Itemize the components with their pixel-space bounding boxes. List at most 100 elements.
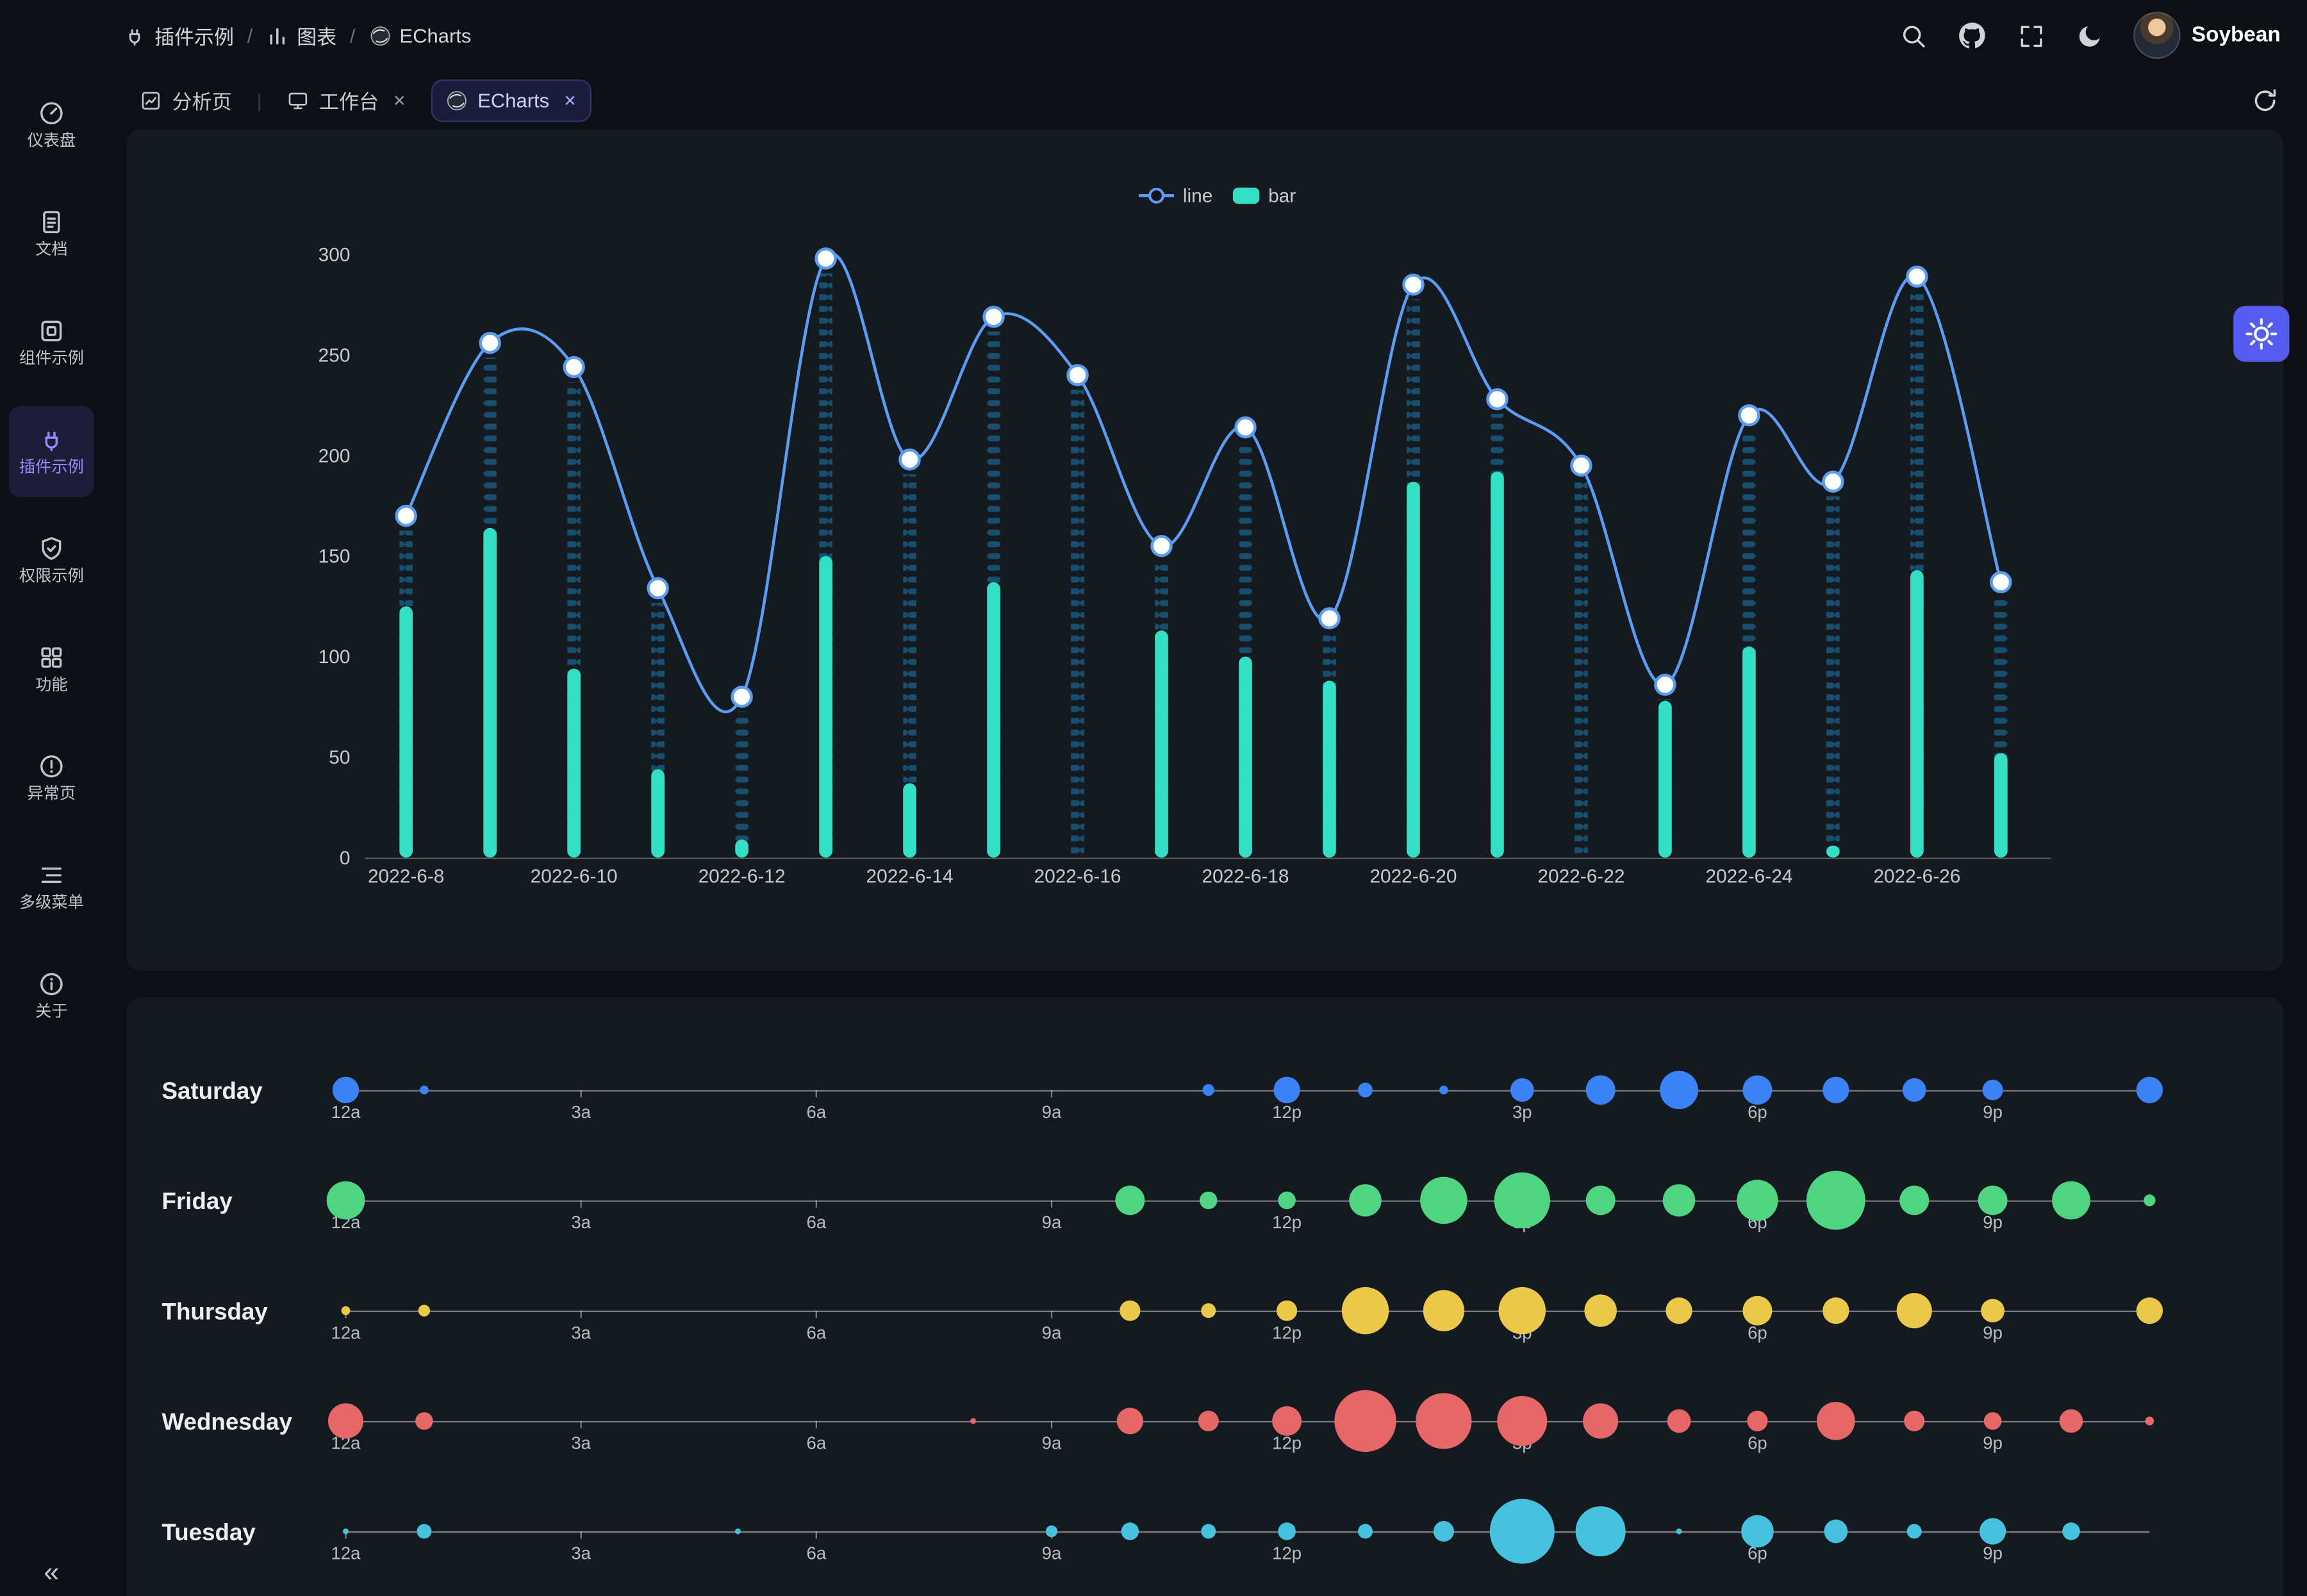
svg-text:3a: 3a	[571, 1543, 591, 1563]
breadcrumb-item-plugins[interactable]: 插件示例	[124, 21, 234, 50]
svg-text:Friday: Friday	[162, 1188, 233, 1214]
avatar	[2133, 12, 2180, 59]
moon-icon	[2078, 25, 2099, 46]
theme-toggle-button[interactable]	[2074, 20, 2104, 51]
svg-text:9p: 9p	[1983, 1543, 2003, 1563]
analysis-icon	[142, 91, 160, 109]
svg-text:200: 200	[318, 445, 351, 466]
sidebar-item-label: 异常页	[27, 786, 76, 803]
header-actions: Soybean	[1898, 12, 2281, 59]
svg-text:2022-6-12: 2022-6-12	[699, 866, 786, 887]
svg-text:9a: 9a	[1042, 1433, 1062, 1452]
svg-text:50: 50	[329, 747, 350, 768]
breadcrumb-item-echarts[interactable]: ECharts	[368, 24, 471, 46]
punch-chart-card: Saturday 12a 3a 6a 9a 12p 3p 6p 9p Friday 12a 3a 6a 9…	[126, 997, 2284, 1596]
grid-icon	[41, 647, 62, 668]
fullscreen-button[interactable]	[2015, 20, 2046, 51]
github-icon	[1958, 22, 1985, 48]
shield-icon	[42, 537, 62, 560]
breadcrumb-label: ECharts	[399, 24, 472, 47]
gauge-icon	[40, 102, 63, 125]
breadcrumb-label: 插件示例	[154, 26, 235, 49]
svg-text:3a: 3a	[571, 1433, 591, 1452]
svg-text:6a: 6a	[807, 1433, 827, 1452]
svg-text:2022-6-10: 2022-6-10	[531, 866, 618, 887]
sidebar: 仪表盘 文档 组件示例 插件示例	[0, 0, 103, 1596]
svg-text:12p: 12p	[1272, 1322, 1302, 1342]
plugin-icon	[45, 431, 58, 452]
svg-text:12p: 12p	[1272, 1543, 1302, 1563]
tab-label: 工作台	[318, 91, 379, 113]
svg-text:9a: 9a	[1042, 1102, 1062, 1122]
sidebar-item-dashboard[interactable]: 仪表盘	[9, 79, 94, 170]
github-button[interactable]	[1956, 20, 1987, 51]
svg-text:bar: bar	[1268, 186, 1296, 207]
svg-text:9a: 9a	[1042, 1322, 1062, 1342]
sidebar-item-plugins[interactable]: 插件示例	[8, 406, 94, 498]
svg-text:6a: 6a	[807, 1543, 827, 1563]
svg-text:2022-6-20: 2022-6-20	[1369, 866, 1457, 887]
sidebar-item-label: 文档	[35, 241, 68, 259]
svg-text:9a: 9a	[1042, 1212, 1062, 1232]
combo-chart[interactable]: 0 50 100 150 200 250 300 2022-6-8 2022-6-10 2022-…	[126, 129, 2283, 971]
svg-text:12a: 12a	[331, 1543, 361, 1563]
svg-text:Saturday: Saturday	[162, 1078, 263, 1104]
sidebar-item-multi-menu[interactable]: 多级菜单	[9, 841, 94, 932]
tab-echarts[interactable]: ECharts ×	[430, 78, 591, 122]
sidebar-item-label: 仪表盘	[27, 132, 76, 151]
refresh-button[interactable]	[2249, 85, 2280, 115]
svg-text:6a: 6a	[807, 1322, 827, 1342]
plugin-icon	[129, 28, 140, 45]
sidebar-collapse-button[interactable]: «	[44, 1558, 60, 1589]
header: 插件示例 / 图表 / ECharts	[103, 0, 2307, 70]
sidebar-item-components[interactable]: 组件示例	[9, 297, 94, 388]
menu-list-icon	[41, 868, 62, 884]
main-content: 0 50 100 150 200 250 300 2022-6-8 2022-6-10 2022-…	[103, 129, 2307, 1596]
breadcrumb-item-charts[interactable]: 图表	[266, 21, 336, 50]
info-icon	[40, 973, 63, 996]
punch-chart[interactable]: Saturday 12a 3a 6a 9a 12p 3p 6p 9p Friday 12a 3a 6a 9…	[126, 998, 2283, 1596]
svg-text:0: 0	[340, 848, 351, 869]
svg-text:3a: 3a	[571, 1322, 591, 1342]
sidebar-item-permissions[interactable]: 权限示例	[9, 515, 94, 606]
svg-text:6p: 6p	[1748, 1433, 1767, 1452]
sidebar-item-exception[interactable]: 异常页	[9, 732, 94, 823]
close-icon[interactable]: ×	[564, 88, 576, 112]
sidebar-item-label: 功能	[35, 677, 68, 695]
search-button[interactable]	[1898, 20, 1928, 51]
tab-analysis[interactable]: 分析页	[126, 76, 245, 123]
svg-text:line: line	[1183, 186, 1212, 207]
bar-chart-icon	[269, 27, 285, 44]
svg-text:9p: 9p	[1983, 1212, 2003, 1232]
svg-text:2022-6-22: 2022-6-22	[1537, 866, 1625, 887]
tab-workbench[interactable]: 工作台 ×	[274, 76, 419, 123]
tab-bar: 分析页 | 工作台 × ECharts ×	[103, 70, 2307, 129]
tab-label: 分析页	[172, 91, 232, 113]
sidebar-item-docs[interactable]: 文档	[9, 188, 94, 279]
breadcrumb-label: 图表	[297, 26, 337, 49]
svg-text:250: 250	[318, 345, 351, 366]
sidebar-item-functions[interactable]: 功能	[9, 623, 94, 714]
echarts-logo-icon	[370, 26, 390, 45]
svg-text:9p: 9p	[1983, 1433, 2003, 1452]
svg-text:Thursday: Thursday	[162, 1298, 269, 1324]
document-icon	[43, 211, 60, 234]
svg-text:2022-6-26: 2022-6-26	[1873, 866, 1960, 887]
tab-divider: |	[256, 88, 262, 111]
svg-text:300: 300	[318, 245, 351, 266]
refresh-icon	[2254, 88, 2276, 111]
svg-text:3a: 3a	[571, 1102, 591, 1122]
sidebar-item-about[interactable]: 关于	[9, 950, 94, 1041]
svg-text:9p: 9p	[1983, 1102, 2003, 1122]
component-icon	[41, 320, 62, 341]
svg-text:150: 150	[318, 546, 351, 567]
close-icon[interactable]: ×	[393, 88, 406, 112]
sidebar-item-label: 多级菜单	[19, 894, 84, 912]
svg-text:Tuesday: Tuesday	[162, 1519, 256, 1545]
svg-text:Wednesday: Wednesday	[162, 1409, 293, 1435]
sidebar-item-label: 权限示例	[19, 568, 84, 586]
svg-text:2022-6-8: 2022-6-8	[368, 866, 444, 887]
theme-settings-button[interactable]	[2233, 306, 2290, 362]
workbench-icon	[288, 92, 307, 109]
user-menu[interactable]: Soybean	[2133, 12, 2281, 59]
